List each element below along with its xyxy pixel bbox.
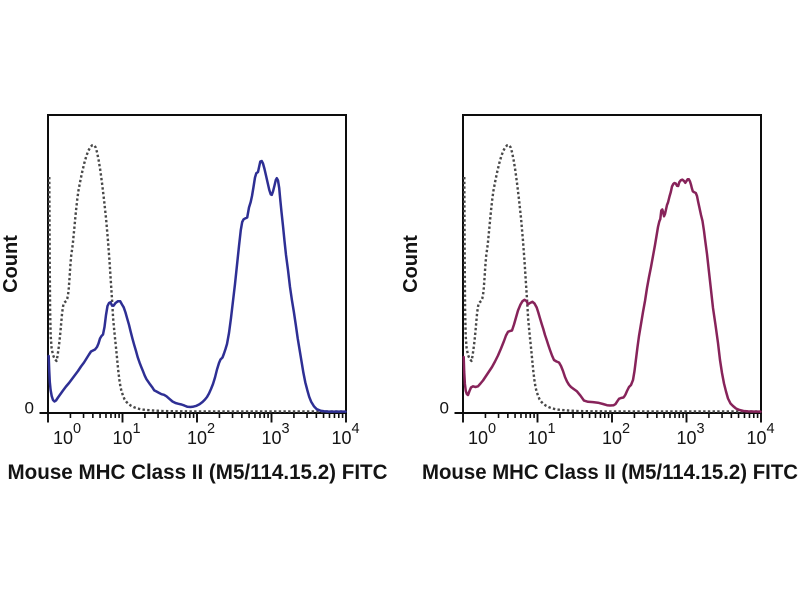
svg-text:10: 10	[112, 428, 132, 448]
svg-text:3: 3	[282, 421, 290, 437]
svg-text:10: 10	[676, 428, 696, 448]
svg-text:Mouse MHC Class II (M5/114.15.: Mouse MHC Class II (M5/114.15.2) FITC	[8, 461, 388, 484]
svg-text:10: 10	[468, 428, 488, 448]
svg-text:1: 1	[133, 421, 141, 437]
svg-text:10: 10	[187, 428, 207, 448]
svg-text:4: 4	[767, 421, 775, 437]
svg-text:2: 2	[622, 421, 630, 437]
svg-text:10: 10	[602, 428, 622, 448]
svg-text:Count: Count	[0, 235, 22, 293]
svg-text:3: 3	[697, 421, 705, 437]
svg-text:Mouse MHC Class II (M5/114.15.: Mouse MHC Class II (M5/114.15.2) FITC	[422, 461, 798, 484]
svg-text:2: 2	[207, 421, 215, 437]
svg-text:Count: Count	[400, 235, 422, 293]
svg-text:10: 10	[261, 428, 281, 448]
svg-text:1: 1	[548, 421, 556, 437]
svg-text:0: 0	[488, 421, 496, 437]
svg-text:0: 0	[73, 421, 81, 437]
svg-text:4: 4	[352, 421, 360, 437]
svg-text:10: 10	[53, 428, 73, 448]
svg-text:0: 0	[25, 399, 34, 418]
svg-text:10: 10	[527, 428, 547, 448]
svg-text:10: 10	[746, 428, 766, 448]
svg-text:0: 0	[440, 399, 449, 418]
svg-text:10: 10	[331, 428, 351, 448]
